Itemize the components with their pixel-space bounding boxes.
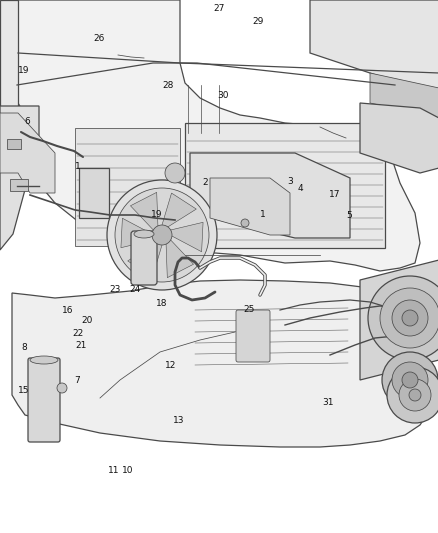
- Text: 19: 19: [151, 210, 162, 219]
- Polygon shape: [161, 193, 196, 228]
- Polygon shape: [120, 218, 155, 248]
- Text: 15: 15: [18, 386, 30, 394]
- Text: 18: 18: [155, 300, 167, 308]
- Text: 6: 6: [24, 117, 30, 126]
- Circle shape: [386, 367, 438, 423]
- Circle shape: [391, 362, 427, 398]
- Bar: [75, 128, 180, 246]
- Text: 21: 21: [75, 341, 87, 350]
- Circle shape: [391, 300, 427, 336]
- Circle shape: [401, 310, 417, 326]
- Circle shape: [381, 352, 437, 408]
- Text: 16: 16: [62, 306, 74, 314]
- Polygon shape: [127, 242, 162, 277]
- FancyBboxPatch shape: [236, 310, 269, 362]
- Bar: [184, 123, 384, 248]
- Circle shape: [57, 383, 67, 393]
- Text: 5: 5: [345, 212, 351, 220]
- Text: 31: 31: [322, 398, 333, 407]
- Polygon shape: [309, 0, 438, 93]
- Text: 12: 12: [164, 361, 176, 369]
- Polygon shape: [190, 153, 349, 238]
- Polygon shape: [166, 238, 193, 278]
- Ellipse shape: [30, 356, 58, 364]
- Polygon shape: [0, 113, 55, 193]
- Polygon shape: [0, 0, 18, 133]
- Text: 20: 20: [81, 317, 92, 325]
- Circle shape: [379, 288, 438, 348]
- Text: 25: 25: [243, 305, 254, 313]
- Circle shape: [152, 225, 172, 245]
- Text: 11: 11: [107, 466, 119, 474]
- Bar: [79, 168, 109, 218]
- Text: 7: 7: [74, 376, 80, 385]
- Bar: [10, 179, 28, 191]
- Text: 10: 10: [122, 466, 134, 474]
- Text: 8: 8: [21, 343, 27, 352]
- Polygon shape: [0, 106, 39, 250]
- Text: 26: 26: [93, 34, 104, 43]
- Text: 28: 28: [162, 81, 173, 90]
- Text: 1: 1: [75, 162, 81, 171]
- Text: 3: 3: [286, 177, 292, 185]
- Polygon shape: [168, 222, 203, 252]
- Text: 13: 13: [173, 416, 184, 424]
- Circle shape: [240, 219, 248, 227]
- Polygon shape: [130, 192, 158, 231]
- Text: 4: 4: [297, 184, 303, 193]
- Text: 30: 30: [217, 92, 228, 100]
- Polygon shape: [209, 178, 290, 235]
- Text: 19: 19: [18, 66, 30, 75]
- Text: 27: 27: [212, 4, 224, 13]
- Circle shape: [367, 276, 438, 360]
- Circle shape: [115, 188, 208, 282]
- Circle shape: [398, 379, 430, 411]
- Ellipse shape: [134, 230, 154, 238]
- Text: 23: 23: [109, 286, 120, 294]
- Text: 17: 17: [328, 190, 339, 198]
- Circle shape: [107, 180, 216, 290]
- Circle shape: [408, 389, 420, 401]
- Text: 22: 22: [72, 329, 84, 337]
- Polygon shape: [18, 0, 419, 271]
- Circle shape: [401, 372, 417, 388]
- Text: 1: 1: [259, 210, 265, 219]
- Polygon shape: [369, 73, 438, 118]
- Text: 24: 24: [129, 286, 141, 294]
- Bar: [7, 139, 21, 149]
- FancyBboxPatch shape: [28, 358, 60, 442]
- Text: 2: 2: [202, 178, 208, 187]
- Polygon shape: [359, 103, 438, 173]
- Polygon shape: [12, 280, 429, 447]
- FancyBboxPatch shape: [131, 231, 157, 285]
- Circle shape: [165, 163, 184, 183]
- Polygon shape: [359, 260, 438, 380]
- Text: 29: 29: [252, 17, 263, 26]
